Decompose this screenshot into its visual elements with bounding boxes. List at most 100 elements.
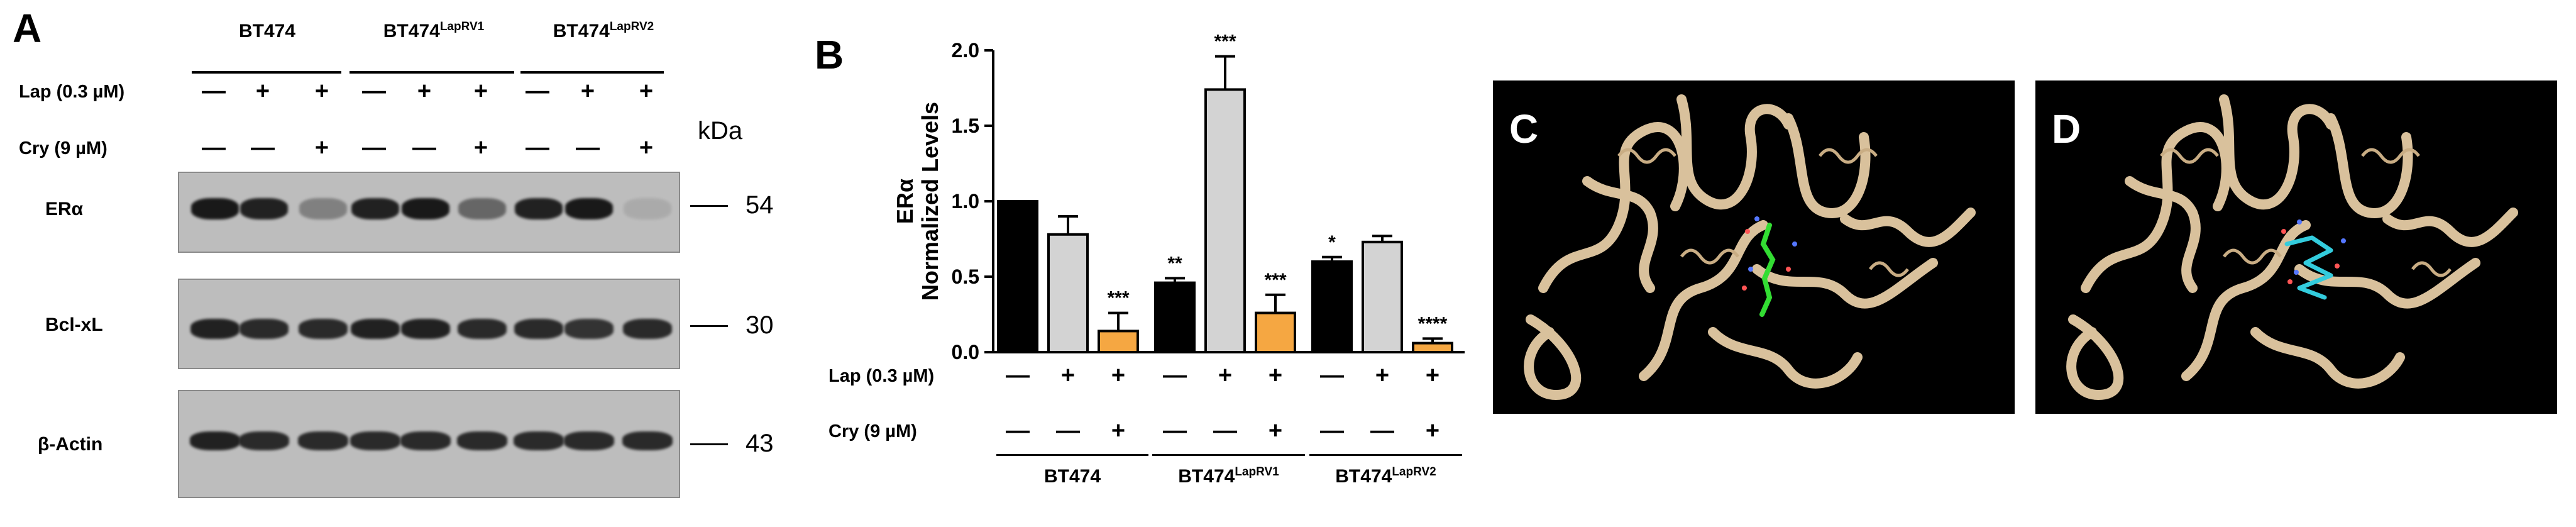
treatment-symbol: + <box>1111 362 1126 389</box>
treatment-symbol: — <box>362 78 386 104</box>
blot-band <box>623 319 672 339</box>
treatment-symbol: — <box>1056 418 1080 444</box>
blot-band <box>240 198 288 219</box>
blot-band <box>564 431 614 450</box>
chart-cry-label: Cry (9 µM) <box>828 421 917 441</box>
docking-panel-d: D <box>2035 80 2557 414</box>
blot-band <box>299 319 348 339</box>
treatment-symbol: — <box>1006 418 1030 444</box>
y-axis-label-line2: Normalized Levels <box>917 102 943 301</box>
significance-label: * <box>1328 232 1336 253</box>
bar <box>1255 311 1296 354</box>
treatment-symbol: — <box>1163 362 1187 389</box>
group-underline <box>520 71 664 74</box>
treatment-symbol: + <box>580 78 595 104</box>
blot-band <box>458 319 507 339</box>
chart-lap-label: Lap (0.3 µM) <box>828 366 935 386</box>
western-blot-actin <box>178 390 680 498</box>
cry-row-label: Cry (9 µM) <box>19 138 107 158</box>
header-bt474-laprv1: BT474LapRV1 <box>383 20 485 42</box>
treatment-symbol: — <box>251 135 275 161</box>
treatment-symbol: — <box>1163 418 1187 444</box>
treatment-symbol: + <box>1111 418 1126 444</box>
treatment-symbol: — <box>202 135 226 161</box>
group-underline <box>192 71 341 74</box>
blot-label-bclxl: Bcl-xL <box>45 314 103 335</box>
blot-band <box>457 431 507 450</box>
significance-label: *** <box>1107 288 1129 309</box>
chart-group-bt474-laprv2: BT474LapRV2 <box>1335 465 1436 487</box>
bar <box>1154 281 1196 354</box>
protein-ribbon-structure <box>1524 94 1976 401</box>
bar <box>1311 260 1353 353</box>
y-tick-label: 0.0 <box>952 341 979 363</box>
treatment-symbol: + <box>417 78 432 104</box>
marker-tick <box>690 443 728 445</box>
blot-band <box>515 198 563 219</box>
treatment-symbol: + <box>255 78 270 104</box>
significance-label: **** <box>1418 313 1448 334</box>
group-underline <box>1152 454 1305 456</box>
bar <box>1204 88 1246 354</box>
panel-a-label: A <box>13 6 42 51</box>
docking-panel-c: C <box>1493 80 2015 414</box>
treatment-symbol: + <box>1268 418 1283 444</box>
treatment-symbol: + <box>1425 362 1440 389</box>
blot-band <box>514 319 563 339</box>
blot-band <box>299 198 347 219</box>
kda-label: kDa <box>698 117 743 145</box>
blot-band <box>190 431 240 450</box>
y-tick-label: 1.0 <box>952 190 979 213</box>
bar <box>1047 233 1089 353</box>
lap-row-label: Lap (0.3 µM) <box>19 82 125 102</box>
blot-band <box>402 198 449 219</box>
marker-tick <box>690 325 728 327</box>
protein-ribbon-structure <box>2066 94 2518 401</box>
chart-group-bt474: BT474 <box>1043 466 1101 487</box>
treatment-symbol: — <box>1006 362 1030 389</box>
treatment-symbol: + <box>1425 418 1440 444</box>
blot-band <box>190 319 239 339</box>
y-tick-label: 1.5 <box>952 114 979 137</box>
treatment-symbol: + <box>1060 362 1076 389</box>
treatment-symbol: + <box>314 78 329 104</box>
treatment-symbol: — <box>1370 418 1394 444</box>
panel-c-label: C <box>1509 106 1539 152</box>
western-blot-bclxl <box>178 279 680 369</box>
blot-band <box>191 198 239 219</box>
chart-group-bt474-laprv1: BT474LapRV1 <box>1178 465 1279 487</box>
blot-band <box>351 198 399 219</box>
blot-band <box>624 198 671 219</box>
treatment-symbol: — <box>526 135 549 161</box>
blot-label-actin: β-Actin <box>38 434 103 455</box>
treatment-symbol: + <box>314 135 329 161</box>
treatment-symbol: — <box>1320 362 1344 389</box>
blot-band <box>350 431 400 450</box>
blot-band <box>239 431 289 450</box>
blot-band <box>400 431 451 450</box>
blot-band <box>239 319 289 339</box>
y-axis-label-line1: ERα <box>892 179 918 224</box>
bar <box>1098 330 1139 353</box>
marker-tick <box>690 205 728 207</box>
bar <box>1412 341 1453 354</box>
blot-band <box>565 198 613 219</box>
significance-label: *** <box>1264 270 1286 291</box>
treatment-symbol: + <box>1375 362 1390 389</box>
y-tick-label: 0.5 <box>952 265 979 288</box>
significance-label: *** <box>1214 31 1236 52</box>
panel-d-label: D <box>2052 106 2081 152</box>
blot-band <box>458 198 506 219</box>
treatment-symbol: — <box>576 135 600 161</box>
treatment-symbol: — <box>202 78 226 104</box>
marker-30: 30 <box>746 311 774 339</box>
treatment-symbol: + <box>639 135 654 161</box>
treatment-symbol: — <box>362 135 386 161</box>
blot-band <box>351 319 400 339</box>
treatment-symbol: + <box>1268 362 1283 389</box>
treatment-symbol: — <box>412 135 436 161</box>
blot-band <box>564 319 614 339</box>
group-underline <box>350 71 514 74</box>
panel-b-label: B <box>815 32 844 77</box>
